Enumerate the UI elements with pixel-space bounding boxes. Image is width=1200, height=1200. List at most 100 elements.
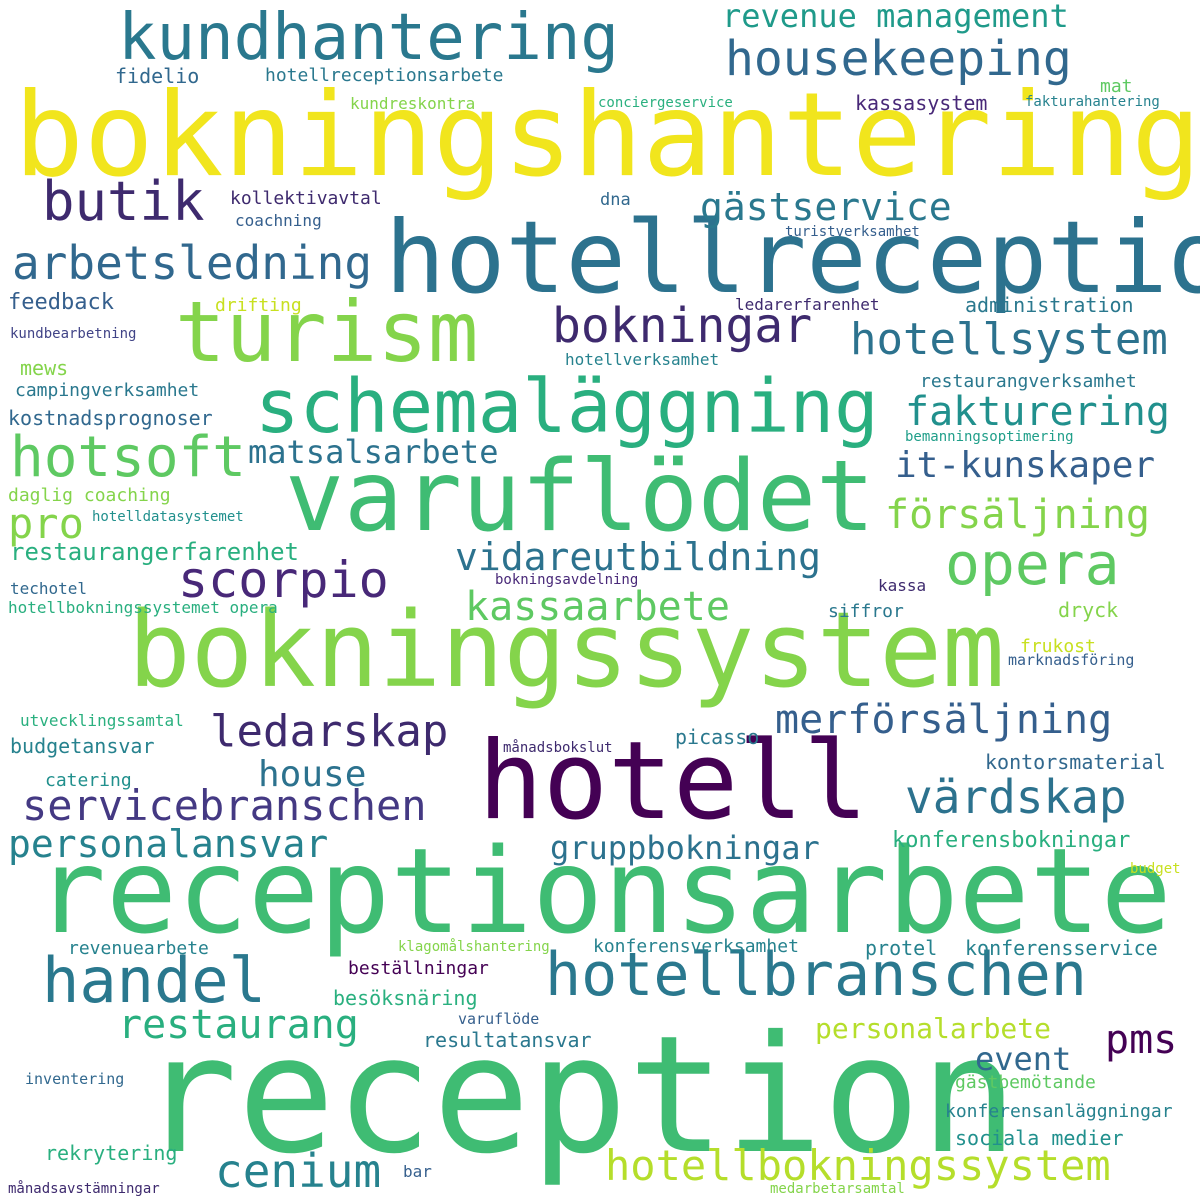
cloud-word: månadsbokslut	[503, 740, 613, 756]
cloud-word: catering	[45, 770, 132, 791]
cloud-word: försäljning	[885, 492, 1150, 538]
cloud-word: budgetansvar	[10, 734, 155, 758]
cloud-word: fakturahantering	[1025, 94, 1160, 110]
cloud-word: dryck	[1058, 598, 1119, 622]
cloud-word: hotellreception	[385, 199, 1200, 316]
cloud-word: värdskap	[905, 770, 1127, 824]
cloud-word: kassasystem	[855, 91, 988, 115]
cloud-word: frukost	[1020, 636, 1096, 657]
cloud-word: turistverksamhet	[785, 224, 920, 240]
cloud-word: kollektivavtal	[230, 188, 382, 209]
cloud-word: arbetsledning	[12, 236, 373, 290]
cloud-word: bar	[403, 1162, 432, 1181]
cloud-word: kontorsmaterial	[985, 750, 1166, 774]
cloud-word: marknadsföring	[1008, 651, 1135, 669]
cloud-word: hotellreceptionsarbete	[265, 65, 504, 86]
cloud-word: event	[975, 1040, 1072, 1078]
cloud-word: inventering	[25, 1070, 125, 1088]
cloud-word: pro	[8, 499, 84, 548]
cloud-word: kassaarbete	[465, 584, 730, 630]
cloud-word: bokningsavdelning	[495, 572, 639, 588]
cloud-word: revenuearbete	[68, 938, 209, 959]
cloud-word: schemaläggning	[255, 364, 879, 450]
cloud-word: turism	[175, 283, 479, 381]
cloud-word: klagomålshantering	[398, 939, 550, 955]
cloud-word: merförsäljning	[775, 697, 1113, 743]
cloud-word: kostnadsprognoser	[8, 406, 213, 430]
cloud-word: picasso	[675, 725, 760, 749]
cloud-word: hotellbokningssystemet opera	[8, 598, 278, 617]
cloud-word: konferensservice	[965, 936, 1158, 960]
cloud-word: hotell	[478, 719, 869, 844]
cloud-word: restaurangverksamhet	[920, 371, 1137, 392]
cloud-word: konferensverksamhet	[593, 936, 799, 957]
cloud-word: servicebranschen	[22, 781, 427, 830]
cloud-word: cenium	[215, 1144, 382, 1198]
cloud-word: campingverksamhet	[15, 380, 200, 401]
cloud-word: varuflöde	[458, 1010, 540, 1028]
cloud-word: ledarerfarenhet	[735, 295, 880, 314]
cloud-word: bokningar	[552, 298, 813, 354]
cloud-word: budget	[1130, 861, 1181, 877]
cloud-word: opera	[945, 530, 1120, 598]
cloud-word: house	[258, 754, 367, 795]
cloud-word: hotelldatasystemet	[92, 509, 244, 525]
cloud-word: beställningar	[348, 958, 489, 979]
cloud-word: feedback	[8, 290, 114, 315]
cloud-word: butik	[42, 170, 205, 233]
cloud-word: bemanningsoptimering	[905, 429, 1074, 445]
cloud-word: mat	[1100, 76, 1133, 97]
cloud-word: coachning	[235, 211, 322, 230]
cloud-word: bokningssystem	[128, 589, 1005, 711]
cloud-word: restaurang	[118, 1002, 359, 1048]
cloud-word: rekrytering	[45, 1141, 178, 1165]
cloud-word: kundhantering	[118, 1, 619, 75]
cloud-word: techotel	[10, 579, 88, 598]
cloud-word: vidareutbildning	[455, 535, 822, 579]
cloud-word: ledarskap	[210, 706, 449, 757]
cloud-word: dna	[600, 190, 631, 210]
cloud-word: personalarbete	[815, 1012, 1052, 1045]
cloud-word: sociala medier	[955, 1126, 1124, 1150]
cloud-word: hotellbokningssystem	[605, 1141, 1111, 1190]
cloud-word: receptionsarbete	[35, 822, 1172, 960]
cloud-word: daglig coaching	[8, 485, 171, 506]
cloud-word: matsalsarbete	[248, 433, 499, 471]
cloud-word: gästservice	[700, 185, 952, 229]
cloud-word: besöksnäring	[333, 986, 478, 1010]
cloud-word: restaurangerfarenhet	[10, 538, 299, 566]
cloud-word: hotellsystem	[850, 314, 1168, 365]
cloud-word: administration	[965, 293, 1134, 317]
cloud-word: utvecklingssamtal	[20, 711, 184, 730]
cloud-word: hotsoft	[10, 425, 247, 490]
cloud-word: konferensbokningar	[892, 828, 1131, 853]
cloud-word: it-kunskaper	[895, 445, 1156, 486]
cloud-word: kassa	[878, 576, 927, 595]
cloud-word: hotellverksamhet	[565, 350, 720, 369]
cloud-word: conciergeservice	[598, 95, 733, 111]
cloud-word: personalansvar	[8, 822, 329, 866]
cloud-word: scorpio	[178, 551, 389, 609]
cloud-word: housekeeping	[725, 31, 1072, 87]
cloud-word: resultatansvar	[423, 1028, 592, 1052]
cloud-word: konferensanläggningar	[945, 1101, 1173, 1122]
cloud-word: protel	[865, 936, 938, 960]
cloud-word: revenue management	[722, 0, 1069, 35]
cloud-word: månadsavstämningar	[8, 1181, 160, 1197]
cloud-word: kundreskontra	[350, 94, 476, 113]
cloud-word: fidelio	[115, 64, 200, 88]
cloud-word: siffror	[828, 601, 904, 622]
cloud-word: varuflödet	[285, 440, 876, 554]
cloud-word: reception	[140, 1002, 1018, 1190]
cloud-word: gruppbokningar	[550, 829, 820, 867]
cloud-word: kundbearbetning	[10, 326, 137, 342]
cloud-word: bokningshantering	[14, 68, 1200, 203]
cloud-word: handel	[42, 944, 266, 1017]
cloud-word: gästbemötande	[955, 1072, 1096, 1093]
cloud-word: pms	[1105, 1017, 1178, 1063]
cloud-word: drifting	[215, 295, 302, 316]
cloud-word: fakturering	[905, 389, 1170, 435]
cloud-word: hotellbranschen	[545, 940, 1087, 1010]
cloud-word: mews	[20, 356, 69, 380]
